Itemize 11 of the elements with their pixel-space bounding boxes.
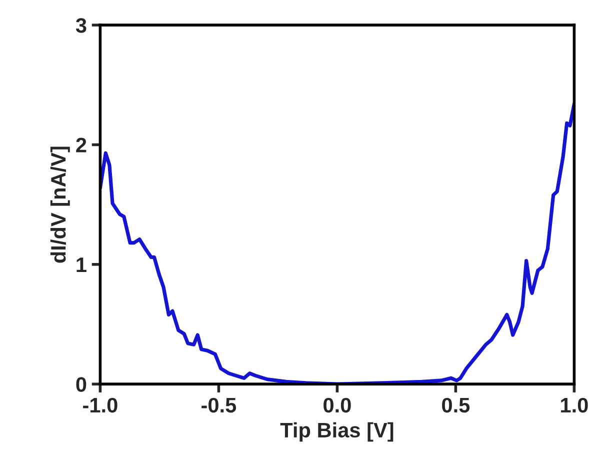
- y-tick-label: 3: [76, 18, 86, 33]
- y-tick-label: 1: [76, 258, 86, 272]
- y-tick-label: 2: [76, 138, 86, 152]
- y-axis-title: dI/dV [nA/V]: [50, 146, 70, 263]
- x-tick-label: -1.0: [83, 398, 118, 413]
- x-tick-label: 0.0: [324, 398, 351, 413]
- y-tick-label: 0: [76, 377, 86, 392]
- x-tick-label: -0.5: [202, 398, 236, 413]
- x-tick-label: 0.5: [442, 398, 470, 413]
- x-axis-title: Tip Bias [V]: [280, 422, 394, 442]
- x-tick-label: 1.0: [561, 398, 588, 413]
